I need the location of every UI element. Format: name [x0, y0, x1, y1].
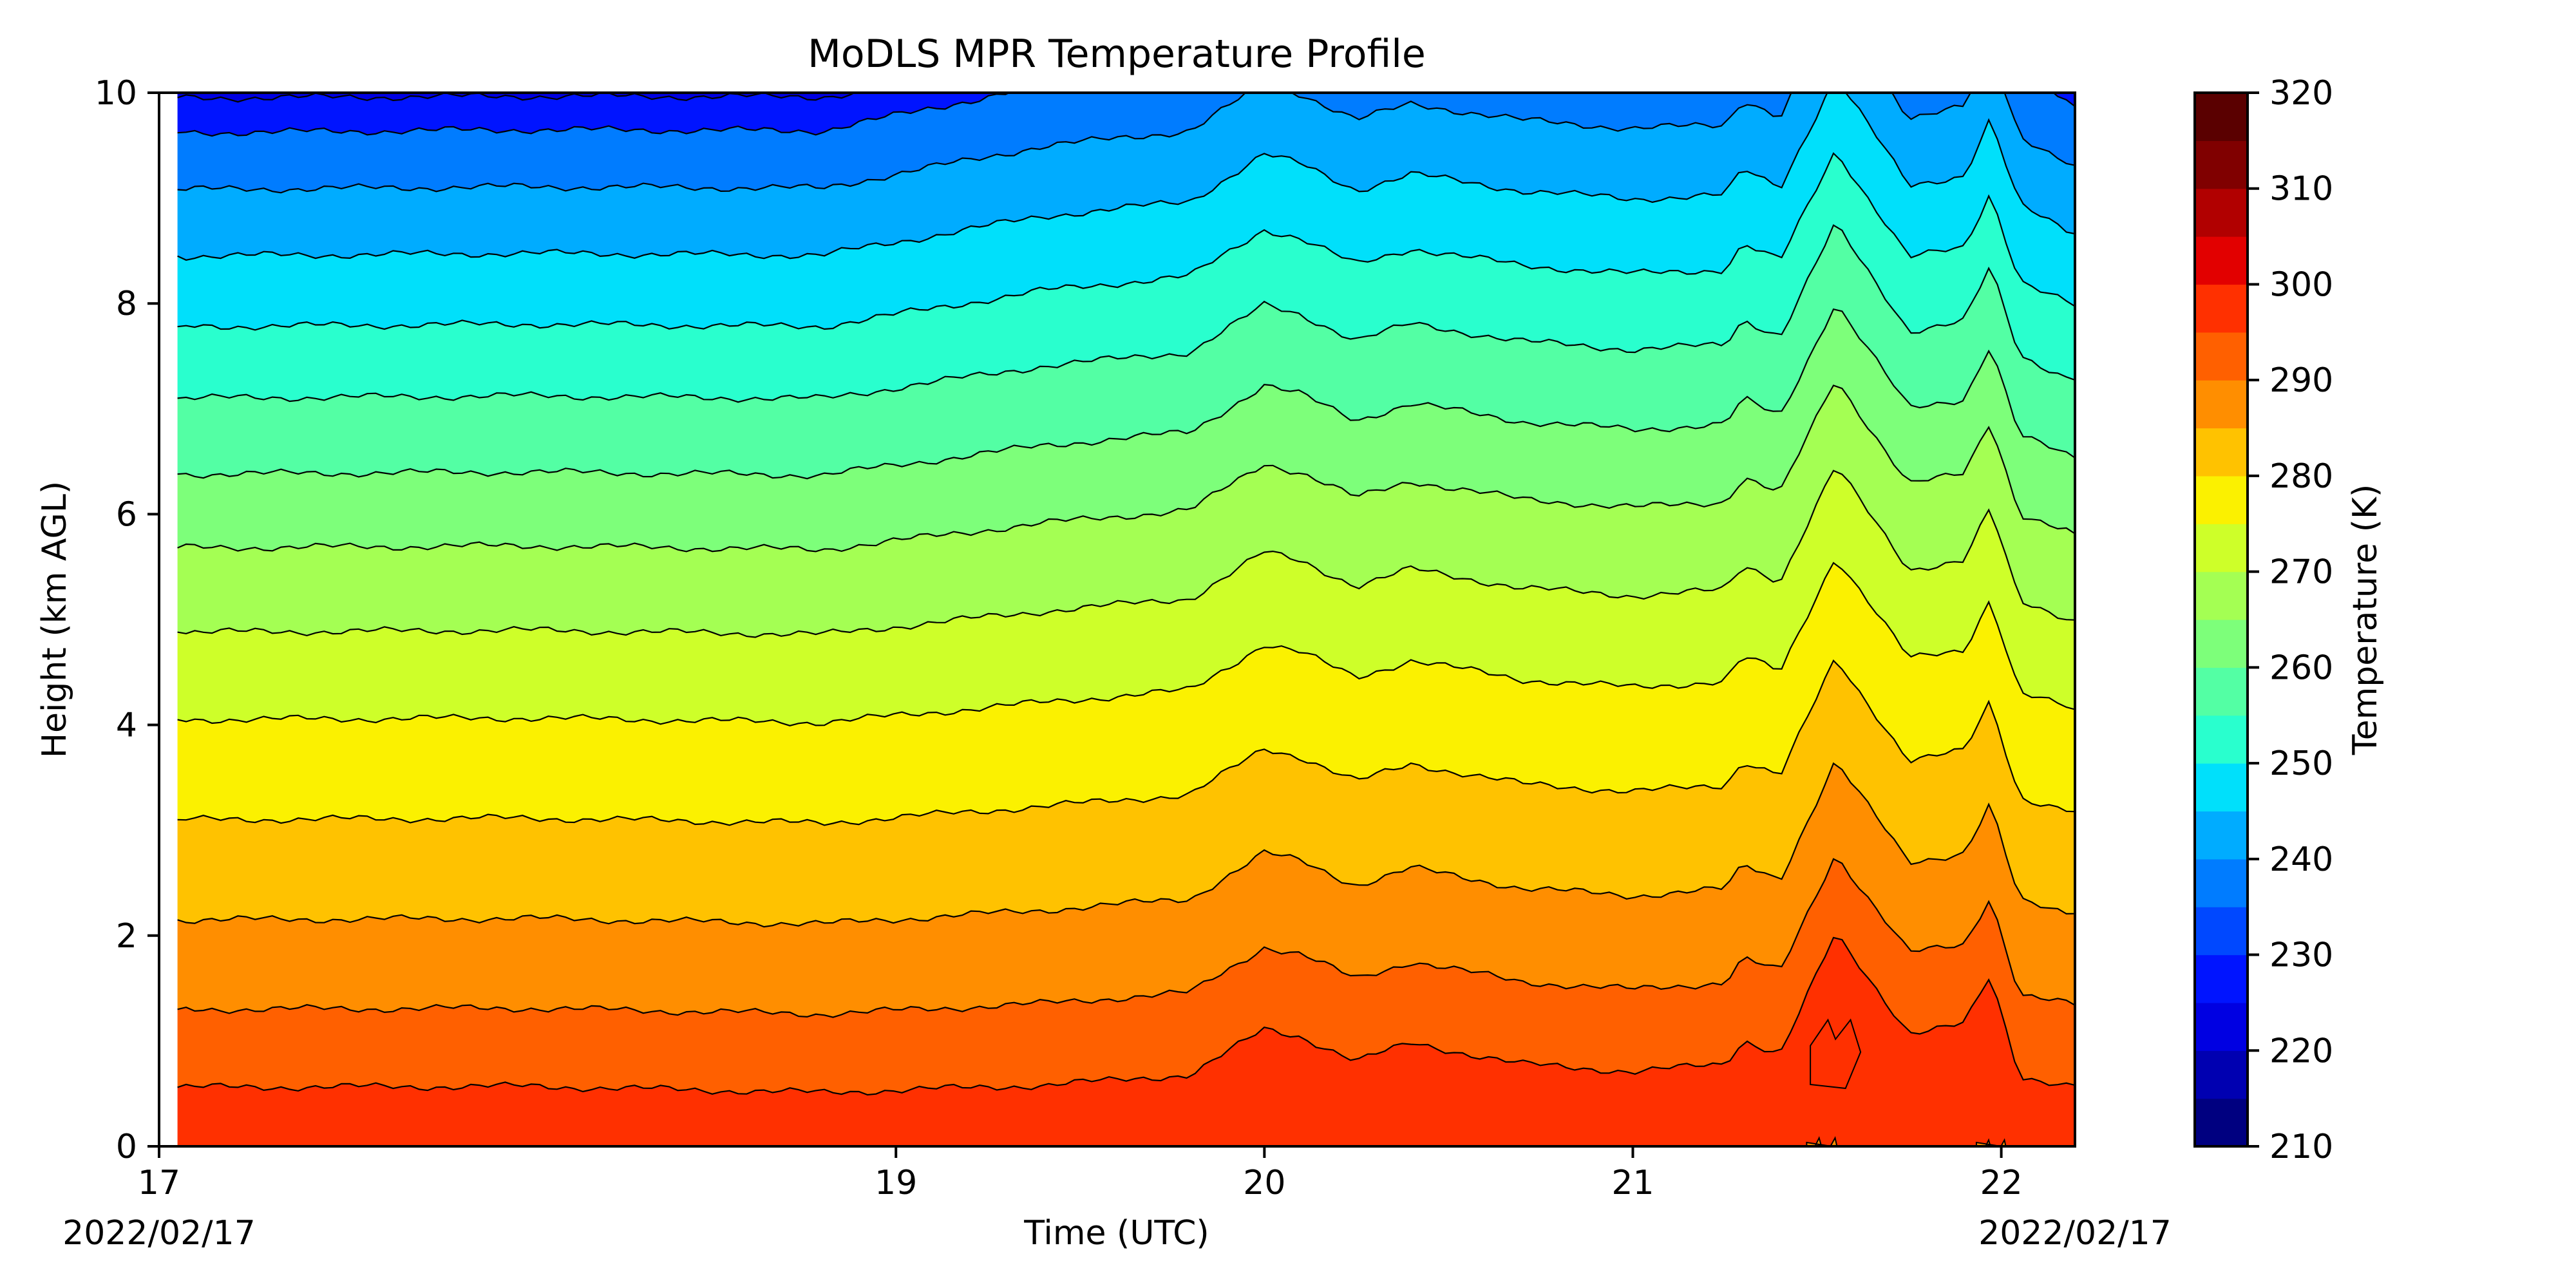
isotherm-235: [177, 93, 2075, 194]
colorbar-segment: [2195, 620, 2248, 668]
colorbar-segment: [2195, 188, 2248, 237]
colorbar-segment: [2195, 1050, 2248, 1099]
isotherm-260: [177, 384, 2075, 553]
colorbar-tick-label: 270: [2269, 553, 2333, 592]
colorbar-frame: [2193, 91, 2249, 1148]
isotherm-265: [177, 469, 2075, 638]
contour-plot-area: [159, 93, 2075, 1146]
contour-band-255: [177, 225, 2075, 479]
colorbar-segment: [2195, 667, 2248, 716]
colorbar-segment: [2195, 763, 2248, 812]
y-tick-label: 8: [116, 285, 137, 323]
contour-band-265: [177, 385, 2075, 638]
contour-band-260: [177, 309, 2075, 552]
warm-pocket-0: [1810, 1018, 1862, 1090]
chart-title: MoDLS MPR Temperature Profile: [808, 32, 1426, 77]
colorbar-tick-label: 320: [2269, 74, 2333, 113]
plot-frame: [158, 91, 2076, 1148]
contour-band-280: [177, 660, 2075, 927]
warm-pocket-1: [1806, 1136, 1838, 1146]
isotherm-230: [177, 93, 2075, 137]
colorbar-segment: [2195, 907, 2248, 956]
x-tick-label: 19: [875, 1164, 917, 1202]
contour-band-245: [177, 93, 2075, 330]
colorbar-segment: [2195, 332, 2248, 381]
x-start-date-label: 2022/02/17: [62, 1214, 256, 1253]
x-tick-label: 20: [1243, 1164, 1285, 1202]
colorbar-segment: [2195, 858, 2248, 907]
colorbar-segment: [2195, 475, 2248, 524]
colorbar-tick-label: 210: [2269, 1128, 2333, 1166]
colorbar-segment: [2195, 140, 2248, 189]
contour-band-295: [177, 937, 2075, 1146]
colorbar-segment: [2195, 284, 2248, 333]
colorbar-segment: [2195, 236, 2248, 285]
contour-band-270: [177, 470, 2075, 726]
colorbar-segment: [2195, 571, 2248, 620]
colorbar-tick-label: 240: [2269, 840, 2333, 879]
x-tick-label: 22: [1980, 1164, 2022, 1202]
y-axis-label: Height (km AGL): [35, 481, 74, 758]
y-tick-label: 2: [116, 917, 137, 956]
y-axis-ticks: 0 2 4 6 8 10: [95, 74, 159, 1166]
x-tick-label: 17: [138, 1164, 180, 1202]
colorbar-segment: [2195, 715, 2248, 764]
isotherm-250: [177, 224, 2075, 403]
colorbar-tick-label: 300: [2269, 265, 2333, 304]
isotherm-290: [177, 936, 2075, 1096]
y-tick-label: 10: [95, 74, 137, 113]
contour-band-225: [177, 93, 2075, 137]
colorbar-tick-label: 310: [2269, 170, 2333, 209]
x-tick-label: 21: [1611, 1164, 1654, 1202]
colorbar-segment: [2195, 524, 2248, 573]
contour-band-235: [177, 93, 2075, 193]
contour-band-275: [177, 563, 2075, 826]
isotherm-contour-lines: [177, 93, 2075, 1096]
contour-band-290: [177, 858, 2075, 1095]
contour-band-240: [177, 93, 2075, 260]
isotherm-240: [177, 93, 2075, 261]
colorbar-tick-label: 290: [2269, 361, 2333, 400]
x-axis-label: Time (UTC): [1023, 1214, 1209, 1253]
colorbar-label: Temperature (K): [2346, 484, 2385, 756]
contour-band-220: [177, 93, 2075, 102]
y-tick-label: 6: [116, 495, 137, 534]
colorbar-segment: [2195, 1098, 2248, 1147]
colorbar-tick-label: 220: [2269, 1032, 2333, 1070]
isotherm-245: [177, 152, 2075, 331]
colorbar-segment: [2195, 93, 2248, 141]
y-tick-label: 0: [116, 1128, 137, 1166]
isotherm-255: [177, 308, 2075, 480]
contour-band-285: [177, 763, 2075, 1018]
colorbar-segment: [2195, 1002, 2248, 1051]
colorbar-tick-label: 260: [2269, 649, 2333, 687]
temperature-contour-fills: [177, 93, 2075, 1146]
x-end-date-label: 2022/02/17: [1978, 1214, 2172, 1253]
colorbar-segment: [2195, 954, 2248, 1003]
colorbar-tick-label: 250: [2269, 744, 2333, 783]
colorbar: 210 220 230 240 250 260 270 280 290 300 310 320: [2193, 74, 2333, 1166]
isotherm-270: [177, 562, 2075, 726]
isotherm-275: [177, 659, 2075, 826]
colorbar-segment: [2195, 380, 2248, 429]
x-axis-ticks: 17 19 20 21 22: [138, 1146, 2023, 1202]
isotherm-top: [177, 93, 857, 103]
colorbar-tick-label: 280: [2269, 457, 2333, 496]
y-tick-label: 4: [116, 706, 137, 745]
isotherm-280: [177, 762, 2075, 928]
colorbar-segment: [2195, 428, 2248, 477]
isotherm-285: [177, 858, 2075, 1018]
contour-band-250: [177, 153, 2075, 402]
colorbar-segment: [2195, 811, 2248, 860]
colorbar-tick-label: 230: [2269, 936, 2333, 975]
warm-pocket-2: [1975, 1138, 2007, 1146]
